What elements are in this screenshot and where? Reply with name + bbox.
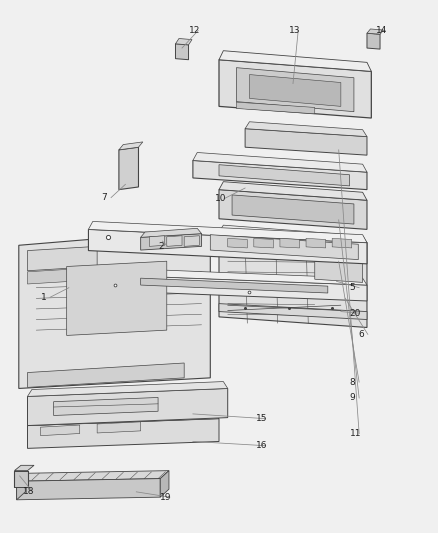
Polygon shape bbox=[245, 122, 367, 136]
Polygon shape bbox=[210, 235, 358, 260]
Polygon shape bbox=[17, 473, 25, 500]
Polygon shape bbox=[219, 304, 367, 319]
Polygon shape bbox=[280, 238, 300, 248]
Polygon shape bbox=[28, 363, 184, 387]
Polygon shape bbox=[232, 195, 354, 224]
Polygon shape bbox=[219, 60, 371, 118]
Polygon shape bbox=[367, 33, 380, 49]
Text: 1: 1 bbox=[41, 293, 46, 302]
Polygon shape bbox=[88, 221, 367, 243]
Text: 16: 16 bbox=[256, 441, 268, 450]
Polygon shape bbox=[19, 229, 210, 389]
Text: 14: 14 bbox=[376, 26, 387, 35]
Polygon shape bbox=[250, 75, 341, 107]
Polygon shape bbox=[219, 51, 371, 71]
Polygon shape bbox=[67, 261, 167, 335]
Polygon shape bbox=[119, 142, 143, 150]
Polygon shape bbox=[237, 68, 354, 112]
Text: 13: 13 bbox=[289, 26, 300, 35]
Polygon shape bbox=[17, 479, 160, 500]
Polygon shape bbox=[219, 165, 350, 186]
Polygon shape bbox=[119, 147, 138, 190]
Polygon shape bbox=[17, 471, 169, 481]
Polygon shape bbox=[193, 160, 367, 190]
Text: 15: 15 bbox=[256, 414, 268, 423]
Polygon shape bbox=[97, 422, 141, 433]
Polygon shape bbox=[149, 236, 165, 246]
Text: 19: 19 bbox=[160, 492, 172, 502]
Polygon shape bbox=[14, 465, 34, 471]
Polygon shape bbox=[219, 225, 367, 243]
Polygon shape bbox=[28, 268, 97, 284]
Polygon shape bbox=[219, 190, 367, 229]
Polygon shape bbox=[88, 229, 367, 264]
Text: 10: 10 bbox=[215, 194, 226, 203]
Polygon shape bbox=[28, 389, 228, 425]
Polygon shape bbox=[28, 419, 219, 448]
Text: 18: 18 bbox=[23, 487, 35, 496]
Polygon shape bbox=[254, 238, 273, 248]
Polygon shape bbox=[315, 241, 363, 282]
Polygon shape bbox=[41, 425, 80, 435]
Polygon shape bbox=[141, 233, 201, 250]
Polygon shape bbox=[245, 128, 367, 155]
Polygon shape bbox=[332, 238, 352, 248]
Text: 5: 5 bbox=[350, 283, 355, 292]
Polygon shape bbox=[237, 102, 315, 114]
Polygon shape bbox=[141, 278, 328, 293]
Polygon shape bbox=[28, 414, 219, 425]
Text: 20: 20 bbox=[350, 309, 361, 318]
Polygon shape bbox=[141, 228, 201, 237]
Polygon shape bbox=[176, 38, 192, 45]
Polygon shape bbox=[367, 29, 384, 34]
Polygon shape bbox=[53, 398, 158, 416]
Text: 7: 7 bbox=[102, 193, 107, 202]
Text: 6: 6 bbox=[358, 330, 364, 339]
Polygon shape bbox=[176, 44, 188, 60]
Polygon shape bbox=[306, 238, 325, 248]
Polygon shape bbox=[97, 274, 367, 301]
Polygon shape bbox=[167, 236, 182, 246]
Text: 11: 11 bbox=[350, 429, 361, 438]
Polygon shape bbox=[184, 236, 199, 246]
Polygon shape bbox=[28, 382, 228, 397]
Text: 8: 8 bbox=[350, 377, 355, 386]
Text: 12: 12 bbox=[188, 26, 200, 35]
Polygon shape bbox=[14, 471, 28, 487]
Polygon shape bbox=[228, 238, 247, 248]
Polygon shape bbox=[219, 182, 367, 200]
Text: 2: 2 bbox=[158, 242, 164, 251]
Polygon shape bbox=[97, 268, 367, 285]
Polygon shape bbox=[160, 471, 169, 497]
Polygon shape bbox=[219, 232, 367, 327]
Text: 9: 9 bbox=[350, 393, 355, 402]
Polygon shape bbox=[28, 246, 97, 271]
Polygon shape bbox=[193, 152, 367, 172]
